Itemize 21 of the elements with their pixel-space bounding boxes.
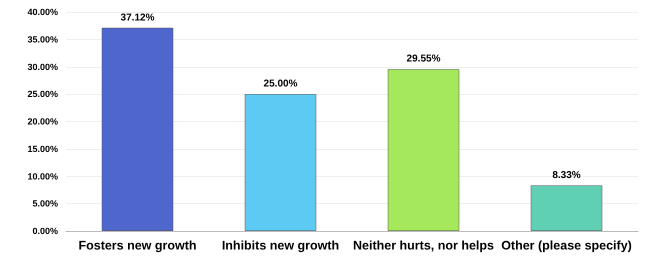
bar bbox=[244, 94, 316, 231]
data-label: 25.00% bbox=[264, 78, 298, 90]
x-tick-label: Inhibits new growth bbox=[222, 238, 340, 252]
y-tick-label: 10.00% bbox=[27, 171, 58, 182]
y-tick-label: 30.00% bbox=[27, 62, 58, 72]
bar bbox=[388, 69, 460, 231]
x-tick-label: Neither hurts, nor helps bbox=[353, 238, 494, 252]
x-tick-label: Other (please specify) bbox=[501, 238, 632, 252]
y-tick-label: 40.00% bbox=[27, 7, 58, 17]
data-label: 29.55% bbox=[406, 54, 441, 65]
y-tick-label: 20.00% bbox=[27, 116, 58, 126]
x-tick-label: Fosters new growth bbox=[78, 238, 197, 252]
bar bbox=[530, 185, 602, 231]
y-tick-label: 15.00% bbox=[27, 144, 58, 154]
data-label: 8.33% bbox=[552, 170, 581, 181]
y-tick-label: 25.00% bbox=[27, 89, 58, 100]
y-tick-label: 5.00% bbox=[32, 198, 58, 209]
y-tick-label: 0.00% bbox=[32, 226, 58, 236]
bar bbox=[102, 28, 174, 231]
data-label: 37.12% bbox=[120, 12, 155, 24]
y-tick-label: 35.00% bbox=[27, 34, 58, 44]
